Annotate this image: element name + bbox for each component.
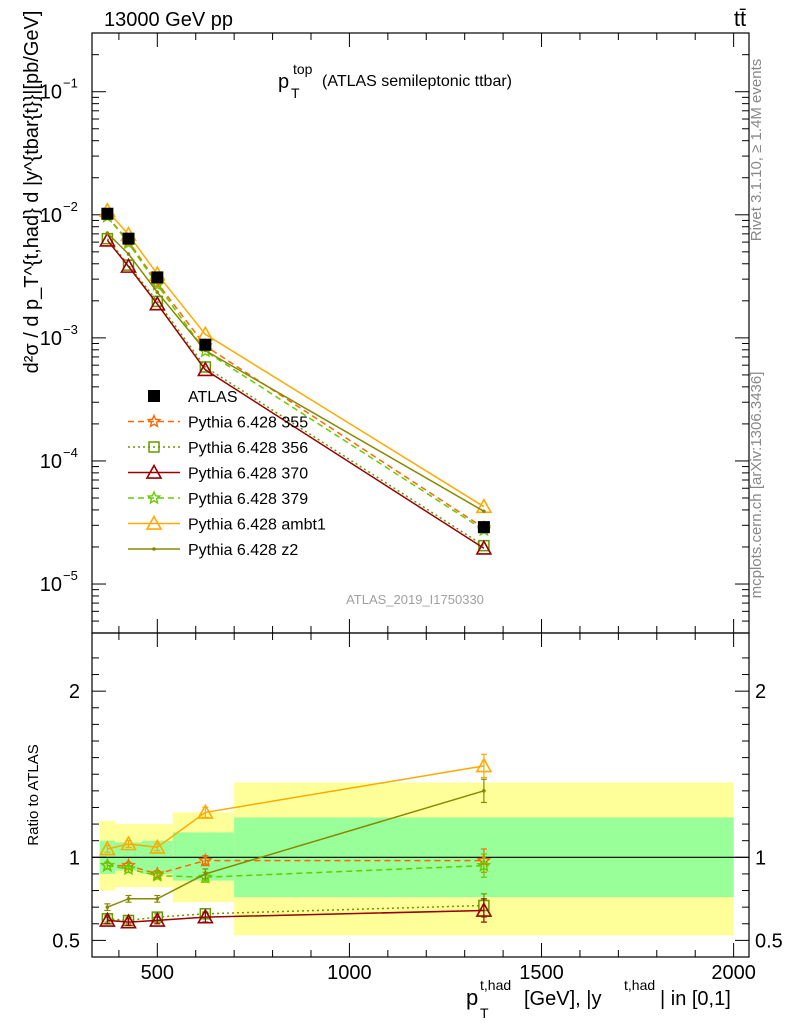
x-tick-label: 500: [141, 962, 174, 984]
legend: ATLAS Pythia 6.428 355 Pythia 6.428 356 Pyt…: [128, 389, 326, 559]
data-point: [122, 232, 135, 245]
dot-marker: [203, 872, 208, 876]
y-tick-exponent: −3: [63, 322, 78, 337]
triangle-marker: [148, 911, 166, 927]
dot-marker: [155, 290, 160, 295]
dot-marker: [482, 789, 486, 793]
data-point: [101, 207, 114, 220]
triangle-marker: [145, 514, 163, 530]
triangle-marker: [99, 840, 116, 856]
ratio-panel: 0.5 0.5 1 1 2 2 500 1000 1500 2000: [52, 632, 783, 984]
triangle-marker: [148, 295, 166, 311]
x-label-superscript-2: t,had: [624, 977, 655, 993]
main-y-axis-label: d²σ / d p_T^{t,had} d |y^{tbar{t}}|[pb/G…: [21, 11, 43, 374]
x-label-subscript: T: [480, 1005, 489, 1021]
x-axis-label: p t,had T [GeV], |y t,had | in [0,1]: [466, 977, 731, 1021]
star-marker: [146, 413, 162, 428]
y-tick-label: 10: [40, 328, 62, 350]
triangle-marker: [196, 908, 214, 924]
data-point: [477, 521, 490, 534]
legend-label: Pythia 6.428 ambt1: [188, 517, 326, 534]
title-subscript: T: [291, 85, 300, 101]
process-label: tt̄: [734, 6, 746, 31]
watermark: ATLAS_2019_I1750330: [346, 592, 484, 607]
star-marker: [197, 852, 213, 868]
series-line: [106, 210, 485, 508]
triangle-marker: [196, 361, 214, 377]
uncertainty-band-inner: [172, 832, 235, 881]
y-tick-label: 10: [40, 451, 62, 473]
series-line: [106, 215, 485, 531]
dot-marker: [482, 509, 486, 514]
data-point: [148, 390, 160, 402]
square-marker: [148, 441, 160, 453]
title-superscript: top: [293, 61, 313, 77]
triangle-marker: [475, 757, 493, 773]
triangle-marker: [120, 257, 137, 273]
star-marker: [149, 867, 165, 882]
x-tick-label: 2000: [711, 962, 756, 984]
legend-label: Pythia 6.428 356: [188, 440, 308, 457]
data-point: [151, 271, 164, 284]
y-tick-label: 0.5: [52, 930, 80, 952]
star-marker: [146, 490, 162, 505]
y-tick-label-right: 1: [755, 847, 766, 869]
legend-label: ATLAS: [188, 389, 238, 406]
ratio-plot-frame: [91, 632, 750, 958]
triangle-marker: [99, 911, 116, 927]
y-tick-exponent: −5: [63, 568, 78, 583]
triangle-marker: [475, 901, 493, 917]
ratio-y-axis-label: Ratio to ATLAS: [25, 744, 42, 845]
triangle-marker: [120, 835, 137, 851]
y-tick-label: 10: [40, 205, 62, 227]
dot-marker: [105, 231, 110, 235]
y-tick-label: 10: [40, 82, 62, 104]
triangle-marker: [475, 539, 493, 555]
y-tick-exponent: −2: [63, 199, 78, 214]
star-marker: [476, 857, 492, 872]
y-tick-label-right: 0.5: [755, 930, 783, 952]
data-point: [199, 338, 212, 351]
mcplots-label: mcplots.cern.ch [arXiv:1306.3436]: [748, 372, 765, 599]
y-tick-label: 1: [69, 847, 80, 869]
star-marker: [121, 861, 136, 876]
triangle-marker: [99, 231, 116, 247]
dot-marker: [126, 252, 131, 256]
x-label-superscript: t,had: [480, 977, 511, 993]
dot-marker: [152, 547, 156, 551]
title-text: (ATLAS semileptonic ttbar): [322, 73, 512, 90]
dot-marker: [155, 897, 160, 901]
x-tick-label: 1000: [327, 962, 372, 984]
triangle-marker: [120, 913, 137, 929]
plot-title: p top T (ATLAS semileptonic ttbar): [278, 61, 512, 101]
y-tick-label: 2: [69, 681, 80, 703]
legend-label: Pythia 6.428 z2: [188, 542, 298, 559]
y-tick-exponent: −4: [63, 445, 78, 460]
y-tick-exponent: −1: [63, 76, 78, 91]
y-tick-label: 10: [40, 574, 62, 596]
title-symbol: p: [278, 71, 289, 93]
legend-label: Pythia 6.428 370: [188, 466, 308, 483]
series-line: [106, 239, 485, 549]
dot-marker: [126, 897, 131, 901]
series-line: [106, 238, 485, 547]
triangle-marker: [145, 463, 163, 479]
legend-label: Pythia 6.428 355: [188, 415, 308, 432]
energy-label: 13000 GeV pp: [104, 9, 233, 31]
legend-label: Pythia 6.428 379: [188, 491, 308, 508]
x-label-unit: [GeV], |y: [524, 988, 601, 1010]
x-label-symbol: p: [466, 985, 478, 1010]
y-tick-label-right: 2: [755, 681, 766, 703]
x-tick-label: 1500: [519, 962, 564, 984]
rivet-label: Rivet 3.1.10, ≥ 1.4M events: [748, 59, 765, 242]
x-label-rest: | in [0,1]: [660, 988, 731, 1010]
triangle-marker: [148, 838, 166, 854]
dot-marker: [105, 905, 110, 909]
star-marker: [99, 857, 115, 873]
triangle-marker: [196, 803, 214, 819]
